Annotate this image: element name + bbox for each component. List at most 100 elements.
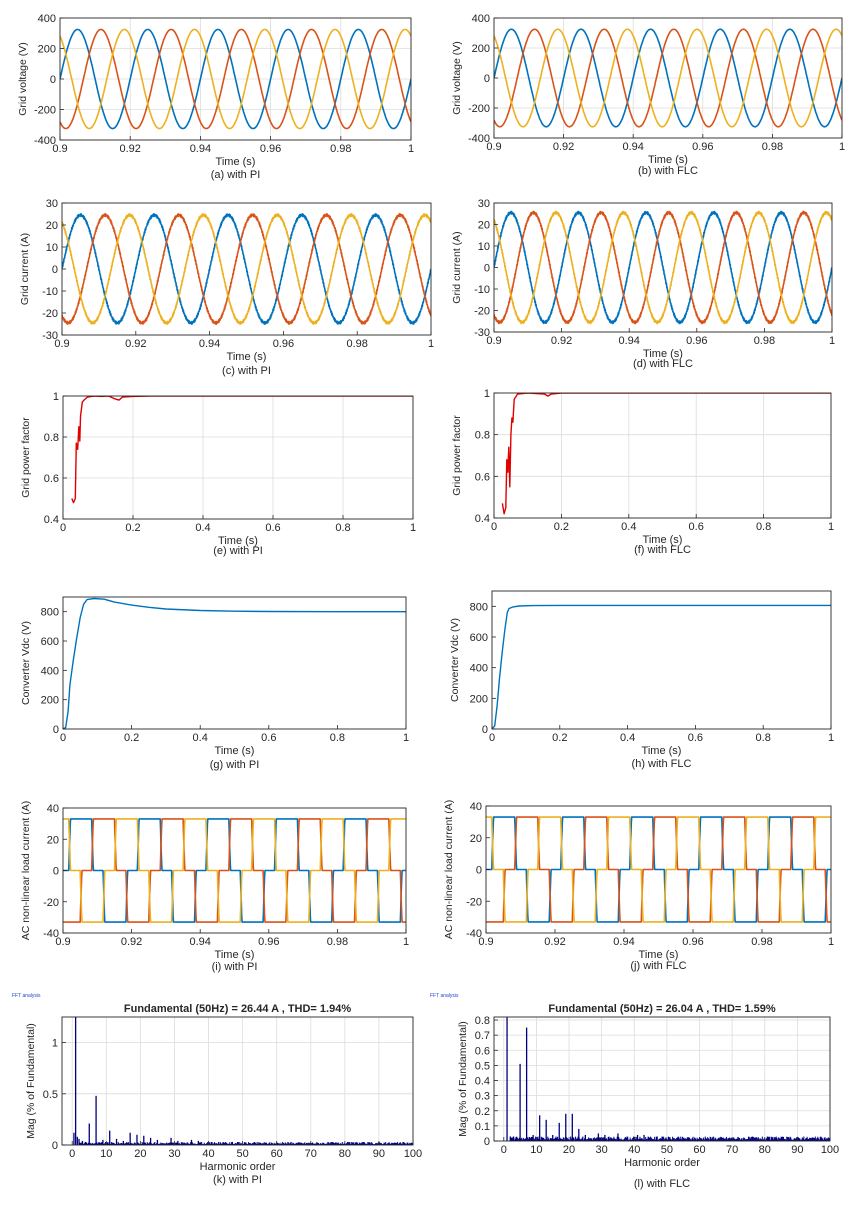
axes-frame <box>62 395 414 520</box>
y-tick-label: 0.4 <box>475 513 490 525</box>
y-axis-label: Grid voltage (V) <box>451 41 463 115</box>
x-tick-label: 0.96 <box>692 141 713 153</box>
x-tick-label: 0.8 <box>335 522 350 534</box>
series-line-2 <box>63 818 406 923</box>
x-tick-label: 0.96 <box>273 338 294 350</box>
y-tick-label: -30 <box>42 330 58 342</box>
x-tick-label: 0.92 <box>553 141 574 153</box>
x-tick-label: 0.96 <box>682 936 703 948</box>
x-tick-label: 50 <box>236 1148 248 1160</box>
panel-caption: (g) with PI <box>210 759 260 771</box>
x-tick-label: 0.4 <box>195 522 210 534</box>
y-tick-label: 0.6 <box>475 471 490 483</box>
x-tick-label: 40 <box>628 1144 640 1156</box>
y-tick-label: 0.2 <box>475 1106 490 1118</box>
y-tick-label: 800 <box>41 607 59 619</box>
x-tick-label: 0.98 <box>330 143 351 155</box>
tick-group: 0.9 0.92 0.94 0.96 0.98 1 -400 -200 0 200 400 <box>468 13 845 153</box>
tick-group: 0.9 0.92 0.94 0.96 0.98 1 -30 -20 -10 0 10 20 30 <box>474 198 835 347</box>
x-axis-label: Time (s) <box>218 535 258 547</box>
x-tick-label: 0.2 <box>552 732 567 744</box>
chart-panel-l: 0 10 20 30 40 50 60 70 80 90 100 0 0.1 0.2 0.3 0.4 0.5 0.… <box>430 993 839 1190</box>
y-tick-label: 0 <box>50 74 56 86</box>
tick-group: 0 0.2 0.4 0.6 0.8 1 0 200 400 600 800 <box>470 601 834 744</box>
x-tick-label: 30 <box>596 1144 608 1156</box>
series-line-3 <box>60 28 411 130</box>
y-tick-label: 0.7 <box>475 1030 490 1042</box>
series-line-2 <box>494 210 832 325</box>
panel-caption: (k) with PI <box>213 1174 262 1186</box>
y-tick-label: 0 <box>52 264 58 276</box>
data-layer <box>494 210 832 325</box>
x-tick-label: 0.92 <box>544 936 565 948</box>
x-tick-label: 1 <box>403 936 409 948</box>
y-tick-label: 0 <box>52 1140 58 1152</box>
y-tick-label: 0.8 <box>475 1015 490 1027</box>
series-line-1 <box>60 28 411 130</box>
chart-title: Fundamental (50Hz) = 26.44 A , THD= 1.94… <box>124 1003 351 1015</box>
series-line-2 <box>494 28 842 128</box>
axes-frame <box>491 590 832 730</box>
x-tick-label: 1 <box>408 143 414 155</box>
y-tick-label: 0 <box>484 263 490 275</box>
x-tick-label: 90 <box>791 1144 803 1156</box>
panel-caption: (j) with FLC <box>630 960 686 972</box>
y-axis-label: Converter Vdc (V) <box>449 618 461 702</box>
x-tick-label: 80 <box>759 1144 771 1156</box>
chart-panel-f: 0 0.2 0.4 0.6 0.8 1 0.4 0.6 0.8 1 Time (s) Grid pow… <box>451 388 834 556</box>
panel-caption: (d) with FLC <box>633 358 693 370</box>
y-tick-label: 20 <box>47 834 59 846</box>
x-tick-label: 0.94 <box>189 936 210 948</box>
series-line-3 <box>494 210 832 325</box>
x-tick-label: 0.2 <box>125 522 140 534</box>
y-tick-label: 0.1 <box>475 1121 490 1133</box>
y-tick-label: 0 <box>476 865 482 877</box>
y-axis-label: AC non-linear load current (A) <box>443 800 455 939</box>
chart-panel-i: 0.9 0.92 0.94 0.96 0.98 1 -40 -20 0 20 40 Time (s) A… <box>20 801 409 973</box>
data-layer <box>492 604 831 729</box>
x-tick-label: 0.8 <box>330 732 345 744</box>
x-tick-label: 0.96 <box>686 335 707 347</box>
axes-frame <box>493 1016 831 1142</box>
series-line-2 <box>60 28 411 130</box>
y-tick-label: 0.5 <box>43 1089 58 1101</box>
y-tick-label: -10 <box>42 286 58 298</box>
y-tick-label: 200 <box>41 695 59 707</box>
grid-lines <box>494 1017 831 1142</box>
y-tick-label: 10 <box>478 241 490 253</box>
y-tick-label: 1 <box>53 391 59 403</box>
y-tick-label: 10 <box>46 242 58 254</box>
y-axis-label: Converter Vdc (V) <box>20 621 32 705</box>
series-line-1 <box>501 393 831 515</box>
y-tick-label: 0.5 <box>475 1060 490 1072</box>
chart-panel-a: 0.9 0.92 0.94 0.96 0.98 1 -400 -200 0 200 400 Time … <box>17 13 414 181</box>
y-tick-label: 200 <box>38 44 56 56</box>
x-tick-label: 1 <box>403 732 409 744</box>
x-tick-label: 70 <box>305 1148 317 1160</box>
chart-panel-d: 0.9 0.92 0.94 0.96 0.98 1 -30 -20 -10 0 10 20 30 Time… <box>451 198 835 370</box>
x-tick-label: 1 <box>428 338 434 350</box>
x-tick-label: 100 <box>821 1144 839 1156</box>
x-tick-label: 0.96 <box>258 936 279 948</box>
data-layer <box>63 818 406 923</box>
x-tick-label: 0.92 <box>125 338 146 350</box>
y-tick-label: -20 <box>43 897 59 909</box>
x-tick-label: 10 <box>530 1144 542 1156</box>
y-axis-label: AC non-linear load current (A) <box>20 801 32 940</box>
plot-area <box>494 393 831 518</box>
x-tick-label: 0 <box>491 521 497 533</box>
panel-caption: (l) with FLC <box>634 1178 690 1190</box>
y-tick-label: 40 <box>470 801 482 813</box>
y-tick-label: 800 <box>470 601 488 613</box>
y-tick-label: 0.4 <box>44 514 59 526</box>
x-tick-label: 0.6 <box>688 732 703 744</box>
x-tick-label: 0.2 <box>554 521 569 533</box>
x-tick-label: 0.4 <box>621 521 636 533</box>
x-tick-label: 0.98 <box>754 335 775 347</box>
y-tick-label: -20 <box>466 896 482 908</box>
y-axis-label: Mag (% of Fundamental) <box>25 1023 37 1139</box>
y-tick-label: 30 <box>478 198 490 210</box>
x-tick-label: 0.94 <box>190 143 211 155</box>
axes-frame <box>62 596 407 730</box>
x-tick-label: 0.2 <box>124 732 139 744</box>
